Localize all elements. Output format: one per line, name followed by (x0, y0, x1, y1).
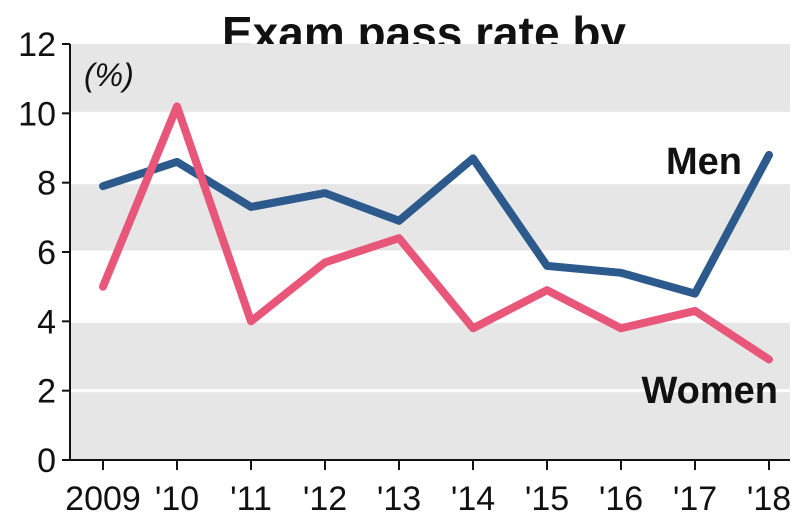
x-tick-label: '10 (155, 480, 199, 518)
grid-band (70, 44, 790, 114)
x-tick-label: '14 (451, 480, 495, 518)
x-tick-label: '15 (525, 480, 569, 518)
series-line-women (99, 102, 773, 364)
x-tick-label: 2009 (65, 480, 141, 518)
y-tick-labels: 0 2 4 6 8 10 12 (18, 26, 56, 480)
series-label-women: Women (641, 370, 778, 412)
axes (62, 43, 790, 470)
series-label-men: Men (666, 141, 742, 183)
grid-band (70, 390, 790, 460)
x-tick-label: '12 (303, 480, 347, 518)
series-lines (99, 102, 773, 364)
y-tick-label: 4 (37, 303, 56, 341)
y-tick-label: 0 (37, 442, 56, 480)
y-tick-label: 10 (18, 95, 56, 133)
x-tick-label: '11 (230, 480, 272, 518)
grid-band (70, 321, 790, 391)
x-tick-label: '13 (377, 480, 421, 518)
x-tick-label: '16 (599, 480, 643, 518)
x-tick-label: '18 (747, 480, 791, 518)
unit-label: (%) (84, 57, 134, 93)
y-tick-label: 12 (18, 26, 56, 64)
x-tick-labels: 2009 '10 '11 '12 '13 '14 '15 '16 '17 '18 (65, 480, 791, 518)
series-labels: Men Women (641, 141, 778, 412)
x-tick-label: '17 (673, 480, 717, 518)
y-tick-label: 8 (37, 165, 56, 203)
series-line-men (99, 150, 773, 298)
y-tick-label: 6 (37, 234, 56, 272)
y-tick-label: 2 (37, 373, 56, 411)
